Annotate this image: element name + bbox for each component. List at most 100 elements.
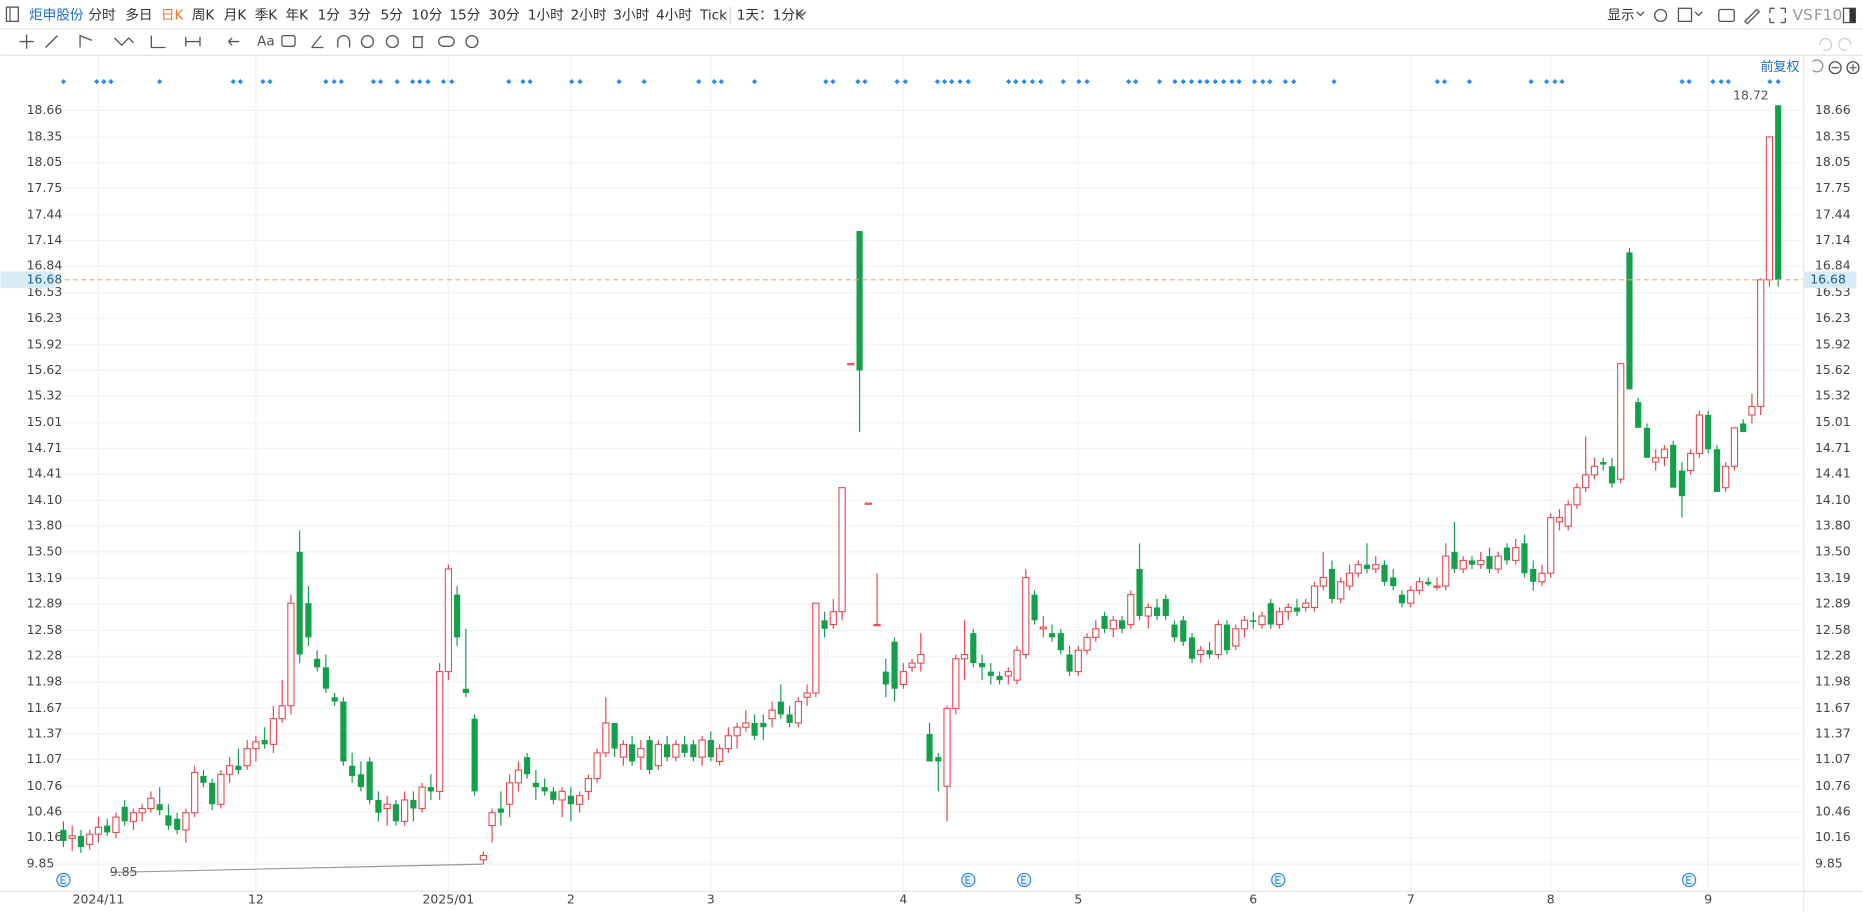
wave-tool[interactable] — [114, 37, 134, 47]
period-tab[interactable]: Tick — [699, 7, 727, 23]
tool-settings[interactable] — [465, 34, 479, 49]
fullscreen-icon[interactable] — [1769, 7, 1786, 24]
text-tool[interactable]: Aa — [257, 34, 275, 50]
candle-body — [174, 818, 181, 830]
period-tab[interactable]: 3分 — [348, 7, 371, 23]
event-dot — [260, 78, 266, 85]
zoom-in[interactable] — [1846, 61, 1860, 75]
candle-body — [191, 772, 199, 814]
candle-body — [1267, 603, 1274, 625]
candle-body — [1223, 624, 1231, 651]
f10-button[interactable]: F10 — [1814, 6, 1843, 24]
stock-name[interactable]: 炬申股份 — [29, 7, 84, 23]
candle-body — [812, 602, 820, 694]
undo-icon[interactable] — [1819, 37, 1833, 51]
candle-body — [243, 748, 251, 767]
y-tick-label: 15.01 — [27, 414, 63, 429]
event-dot — [1021, 78, 1027, 85]
candle-body — [1118, 620, 1126, 629]
layout-dropdown-arrow[interactable] — [1694, 11, 1703, 17]
arrow-tool[interactable] — [228, 37, 240, 46]
fib-tool[interactable] — [150, 35, 166, 49]
magnet-tool[interactable] — [337, 34, 351, 48]
interval-dropdown-arrow[interactable] — [798, 11, 807, 17]
event-dot — [1251, 78, 1258, 85]
redo-icon[interactable] — [1838, 37, 1852, 51]
period-tab[interactable]: 多日 — [125, 6, 152, 23]
candle-body — [1004, 671, 1012, 677]
event-dot — [1331, 78, 1337, 85]
line-tool[interactable] — [45, 35, 58, 48]
grid: 9.85 9.85 10.16 10.16 10.46 10.46 10.76 10.76 11… — [27, 55, 1851, 907]
period-tab[interactable]: 季K — [255, 7, 279, 23]
candle-body — [567, 795, 574, 805]
candle-body — [454, 594, 461, 638]
event-dot — [1291, 78, 1297, 85]
lock-tool[interactable] — [360, 34, 375, 49]
period-tab[interactable]: 15分 — [449, 7, 480, 23]
measure-tool[interactable] — [185, 36, 201, 47]
display-menu[interactable]: 显示 — [1607, 7, 1634, 23]
display-dropdown-arrow[interactable] — [1636, 11, 1645, 17]
hide-tool[interactable] — [385, 34, 399, 49]
layout-icon[interactable] — [1677, 7, 1693, 23]
vs-button[interactable]: VS — [1792, 6, 1812, 24]
candle-body — [235, 765, 242, 770]
draw-icon[interactable] — [1744, 8, 1761, 25]
interval-select[interactable]: 1天：1分K — [737, 7, 805, 23]
candle-body — [1180, 620, 1187, 642]
period-tab[interactable]: 月K — [224, 7, 248, 23]
period-tab[interactable]: 年K — [286, 7, 310, 23]
reset-icon[interactable] — [1812, 59, 1824, 73]
zoom-out[interactable] — [1828, 61, 1842, 75]
event-dot — [1718, 78, 1724, 85]
x-tick-label: 5 — [1074, 892, 1082, 907]
candle-body — [1381, 564, 1388, 582]
screenshot-icon[interactable] — [1718, 8, 1735, 23]
event-dot — [1029, 78, 1036, 85]
period-tab[interactable]: 3小时 — [613, 7, 649, 23]
candle-body — [366, 761, 373, 800]
y-tick-label: 9.85 — [27, 856, 55, 871]
angle-tool[interactable] — [311, 35, 324, 49]
settings-icon[interactable] — [1654, 8, 1668, 23]
y-tick-label: 13.80 — [27, 518, 63, 533]
period-tab[interactable]: 5分 — [381, 7, 404, 23]
period-tab[interactable]: 分时 — [88, 7, 116, 23]
note-tool[interactable] — [281, 34, 296, 47]
candle-body — [1302, 602, 1310, 608]
y-tick-label-right: 14.10 — [1815, 492, 1851, 507]
link-tool[interactable] — [438, 36, 455, 47]
candle-body — [226, 765, 234, 775]
period-tab[interactable]: 日K — [161, 7, 185, 23]
event-dot — [1559, 78, 1565, 85]
candle-body — [1433, 585, 1441, 588]
y-tick-label: 14.10 — [27, 492, 63, 507]
candle-body — [497, 808, 504, 813]
period-tab[interactable]: 4小时 — [656, 7, 692, 23]
candle-body — [1031, 594, 1038, 621]
last-price-badge — [0, 271, 56, 289]
period-tab[interactable]: 30分 — [489, 7, 520, 23]
move-tool[interactable] — [19, 34, 34, 49]
period-tab[interactable]: 10分 — [411, 7, 442, 23]
candle-body — [794, 701, 802, 724]
period-tab[interactable]: 周K — [192, 7, 216, 23]
candle-body — [147, 797, 155, 810]
y-tick-label: 15.62 — [27, 362, 63, 377]
candle-body — [340, 701, 347, 762]
candle-body — [1555, 517, 1564, 523]
period-tab[interactable]: 2小时 — [571, 7, 607, 23]
period-tab[interactable]: 1分 — [318, 7, 341, 23]
delete-tool[interactable] — [412, 36, 424, 49]
y-tick-label-right: 17.14 — [1815, 232, 1851, 247]
period-tab[interactable]: 1小时 — [528, 7, 564, 23]
candle-body — [261, 740, 268, 745]
channel-tool[interactable] — [79, 34, 93, 48]
event-dot — [506, 78, 512, 85]
event-dot — [1076, 78, 1082, 85]
event-dot — [1212, 78, 1218, 85]
x-tick-label: 12 — [248, 892, 264, 907]
sidebar-toggle[interactable] — [5, 6, 19, 23]
adjust-mode[interactable]: 前复权 — [1760, 59, 1799, 75]
